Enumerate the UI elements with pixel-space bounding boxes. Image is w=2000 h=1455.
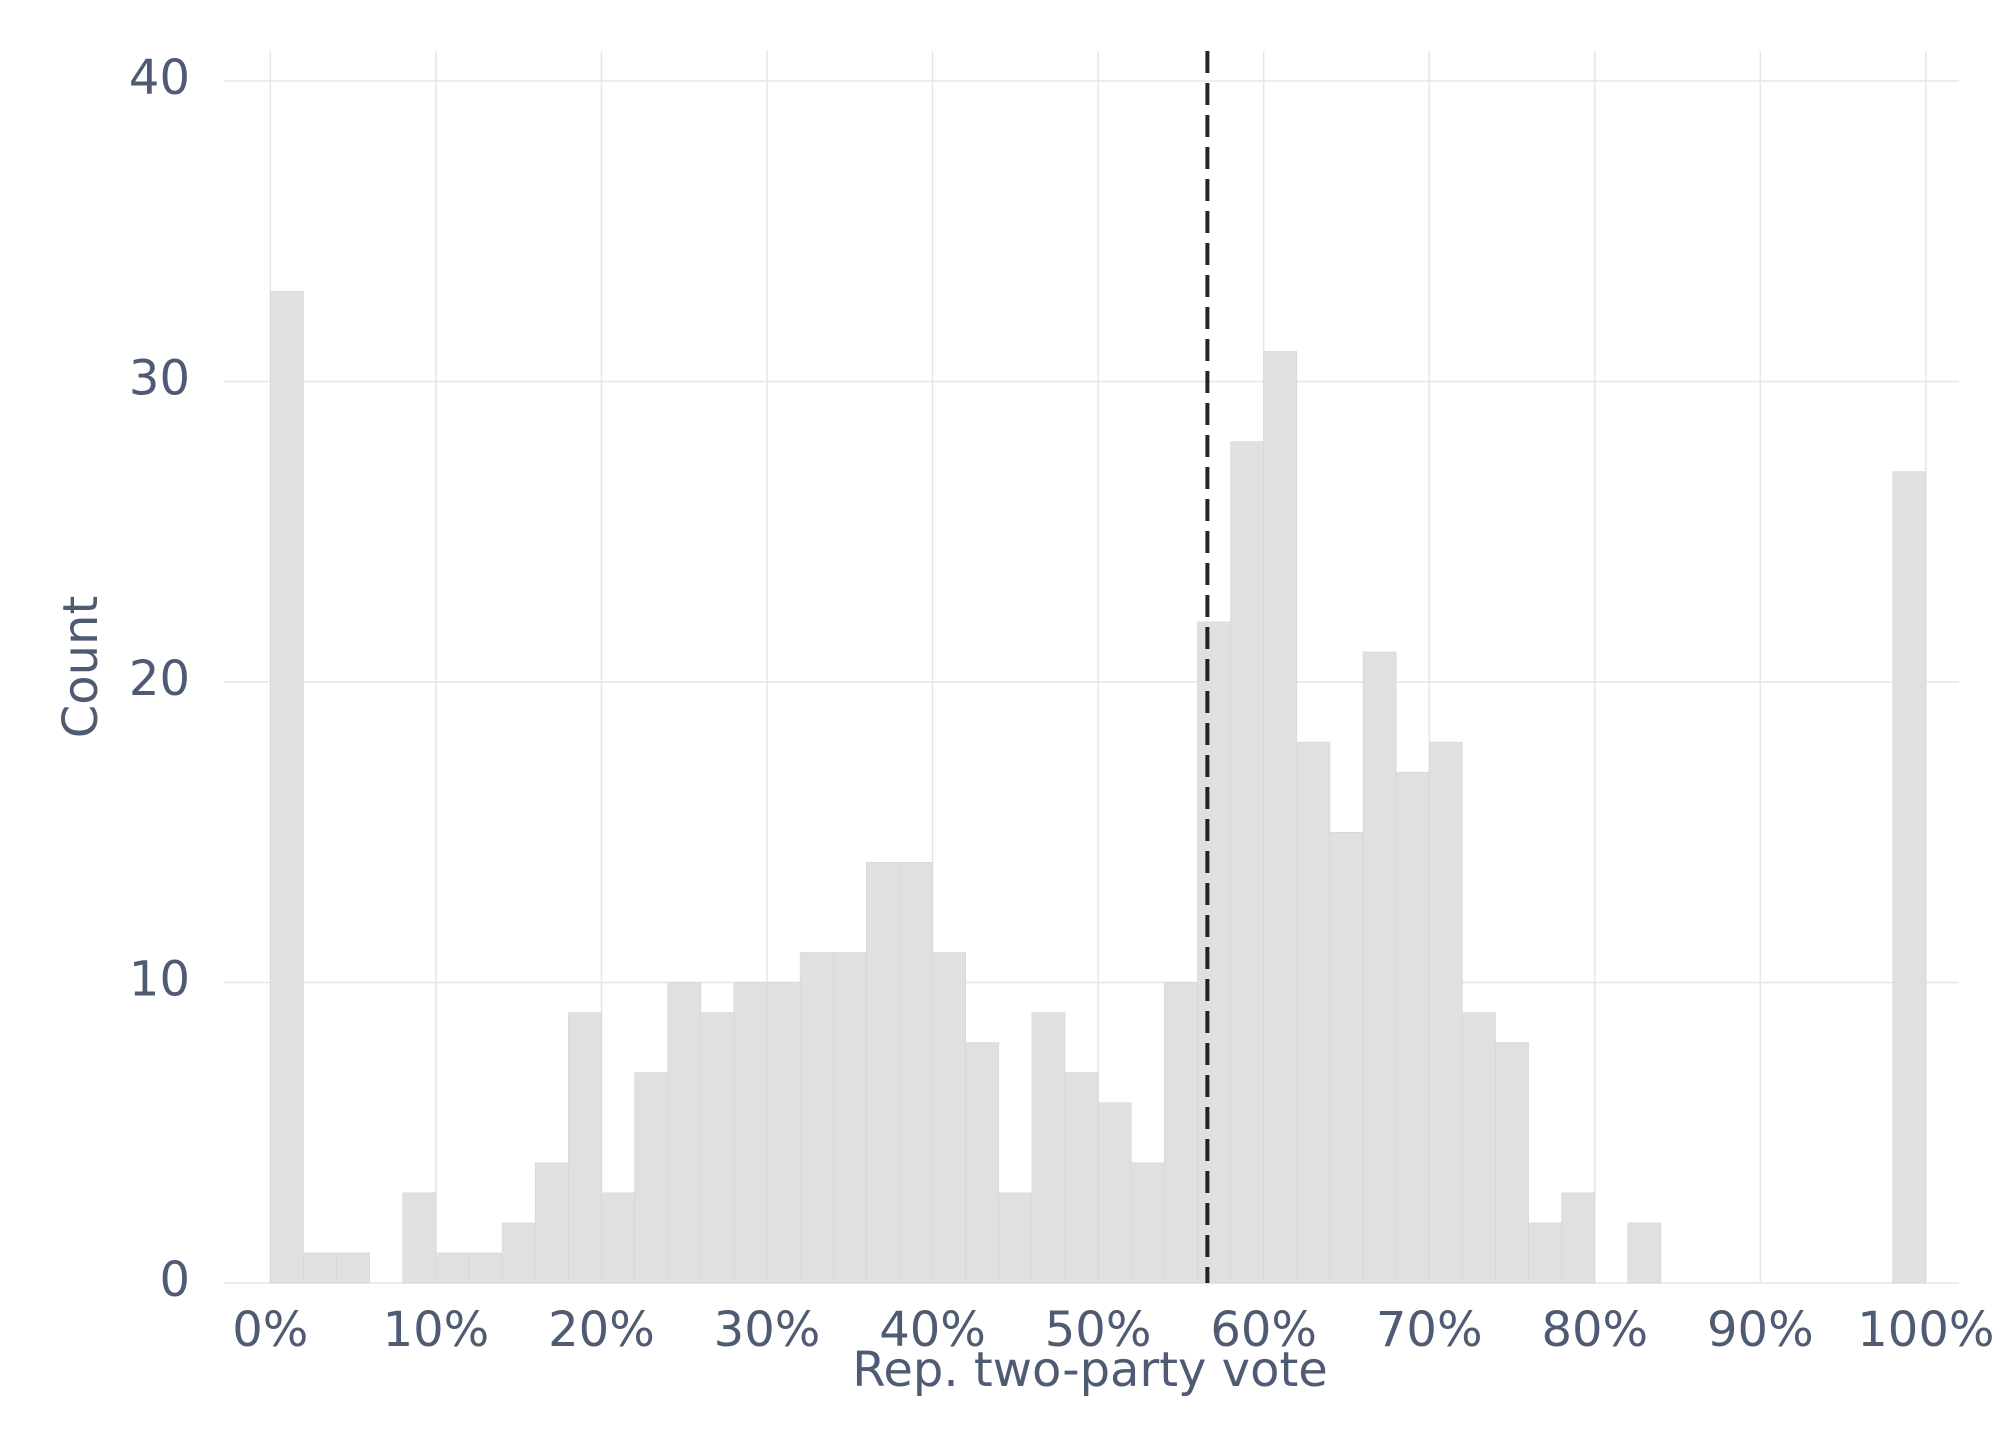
bar <box>1528 1222 1562 1284</box>
bar <box>1130 1162 1165 1284</box>
bar <box>667 982 702 1284</box>
bar <box>1395 771 1430 1284</box>
bar <box>336 1252 370 1284</box>
bar <box>468 1252 503 1284</box>
bar <box>435 1252 470 1284</box>
bar <box>1362 651 1397 1284</box>
x-tick-label: 80% <box>1541 1302 1648 1358</box>
bar <box>998 1192 1033 1284</box>
y-tick-label: 0 <box>159 1252 190 1308</box>
bar <box>1495 1042 1529 1284</box>
bar <box>534 1162 569 1284</box>
bar <box>601 1192 635 1284</box>
bar <box>1164 982 1198 1284</box>
x-tick-label: 60% <box>1210 1302 1317 1358</box>
x-tick-label: 10% <box>383 1302 490 1358</box>
x-tick-label: 100% <box>1857 1302 1994 1358</box>
y-tick-label: 40 <box>129 50 190 106</box>
bar <box>733 982 768 1284</box>
x-tick-label: 50% <box>1045 1302 1152 1358</box>
bar <box>965 1042 1000 1284</box>
x-tick-label: 90% <box>1707 1302 1814 1358</box>
x-axis-title: Rep. two-party vote <box>852 1342 1328 1398</box>
bar <box>766 982 801 1284</box>
bar <box>1097 1102 1132 1284</box>
bar <box>501 1222 536 1284</box>
bar <box>1197 621 1231 1284</box>
y-tick-label: 10 <box>129 952 190 1008</box>
y-tick-label: 20 <box>129 651 190 707</box>
bar <box>1230 441 1264 1284</box>
y-axis-title: Count <box>53 596 109 739</box>
bar <box>932 952 966 1284</box>
bar <box>1296 741 1331 1284</box>
x-tick-label: 40% <box>879 1302 986 1358</box>
bar <box>634 1072 668 1284</box>
bar <box>1031 1012 1066 1284</box>
x-tick-label: 30% <box>714 1302 821 1358</box>
bar <box>1892 471 1927 1284</box>
bar <box>1627 1222 1662 1284</box>
bar <box>1329 831 1364 1284</box>
bar <box>899 862 933 1284</box>
bar <box>1428 741 1463 1284</box>
y-tick-label: 30 <box>129 351 190 407</box>
bar <box>1064 1072 1099 1284</box>
bar <box>866 862 900 1284</box>
bar <box>1561 1192 1596 1284</box>
bar <box>1462 1012 1496 1284</box>
x-tick-label: 20% <box>548 1302 655 1358</box>
bar <box>270 291 304 1284</box>
bar <box>303 1252 337 1284</box>
bar <box>568 1012 602 1284</box>
bar <box>402 1192 437 1284</box>
bar <box>799 952 834 1284</box>
bar <box>1263 351 1298 1284</box>
x-tick-label: 0% <box>232 1302 308 1358</box>
bar <box>832 952 867 1284</box>
x-tick-label: 70% <box>1376 1302 1483 1358</box>
bar <box>700 1012 735 1284</box>
